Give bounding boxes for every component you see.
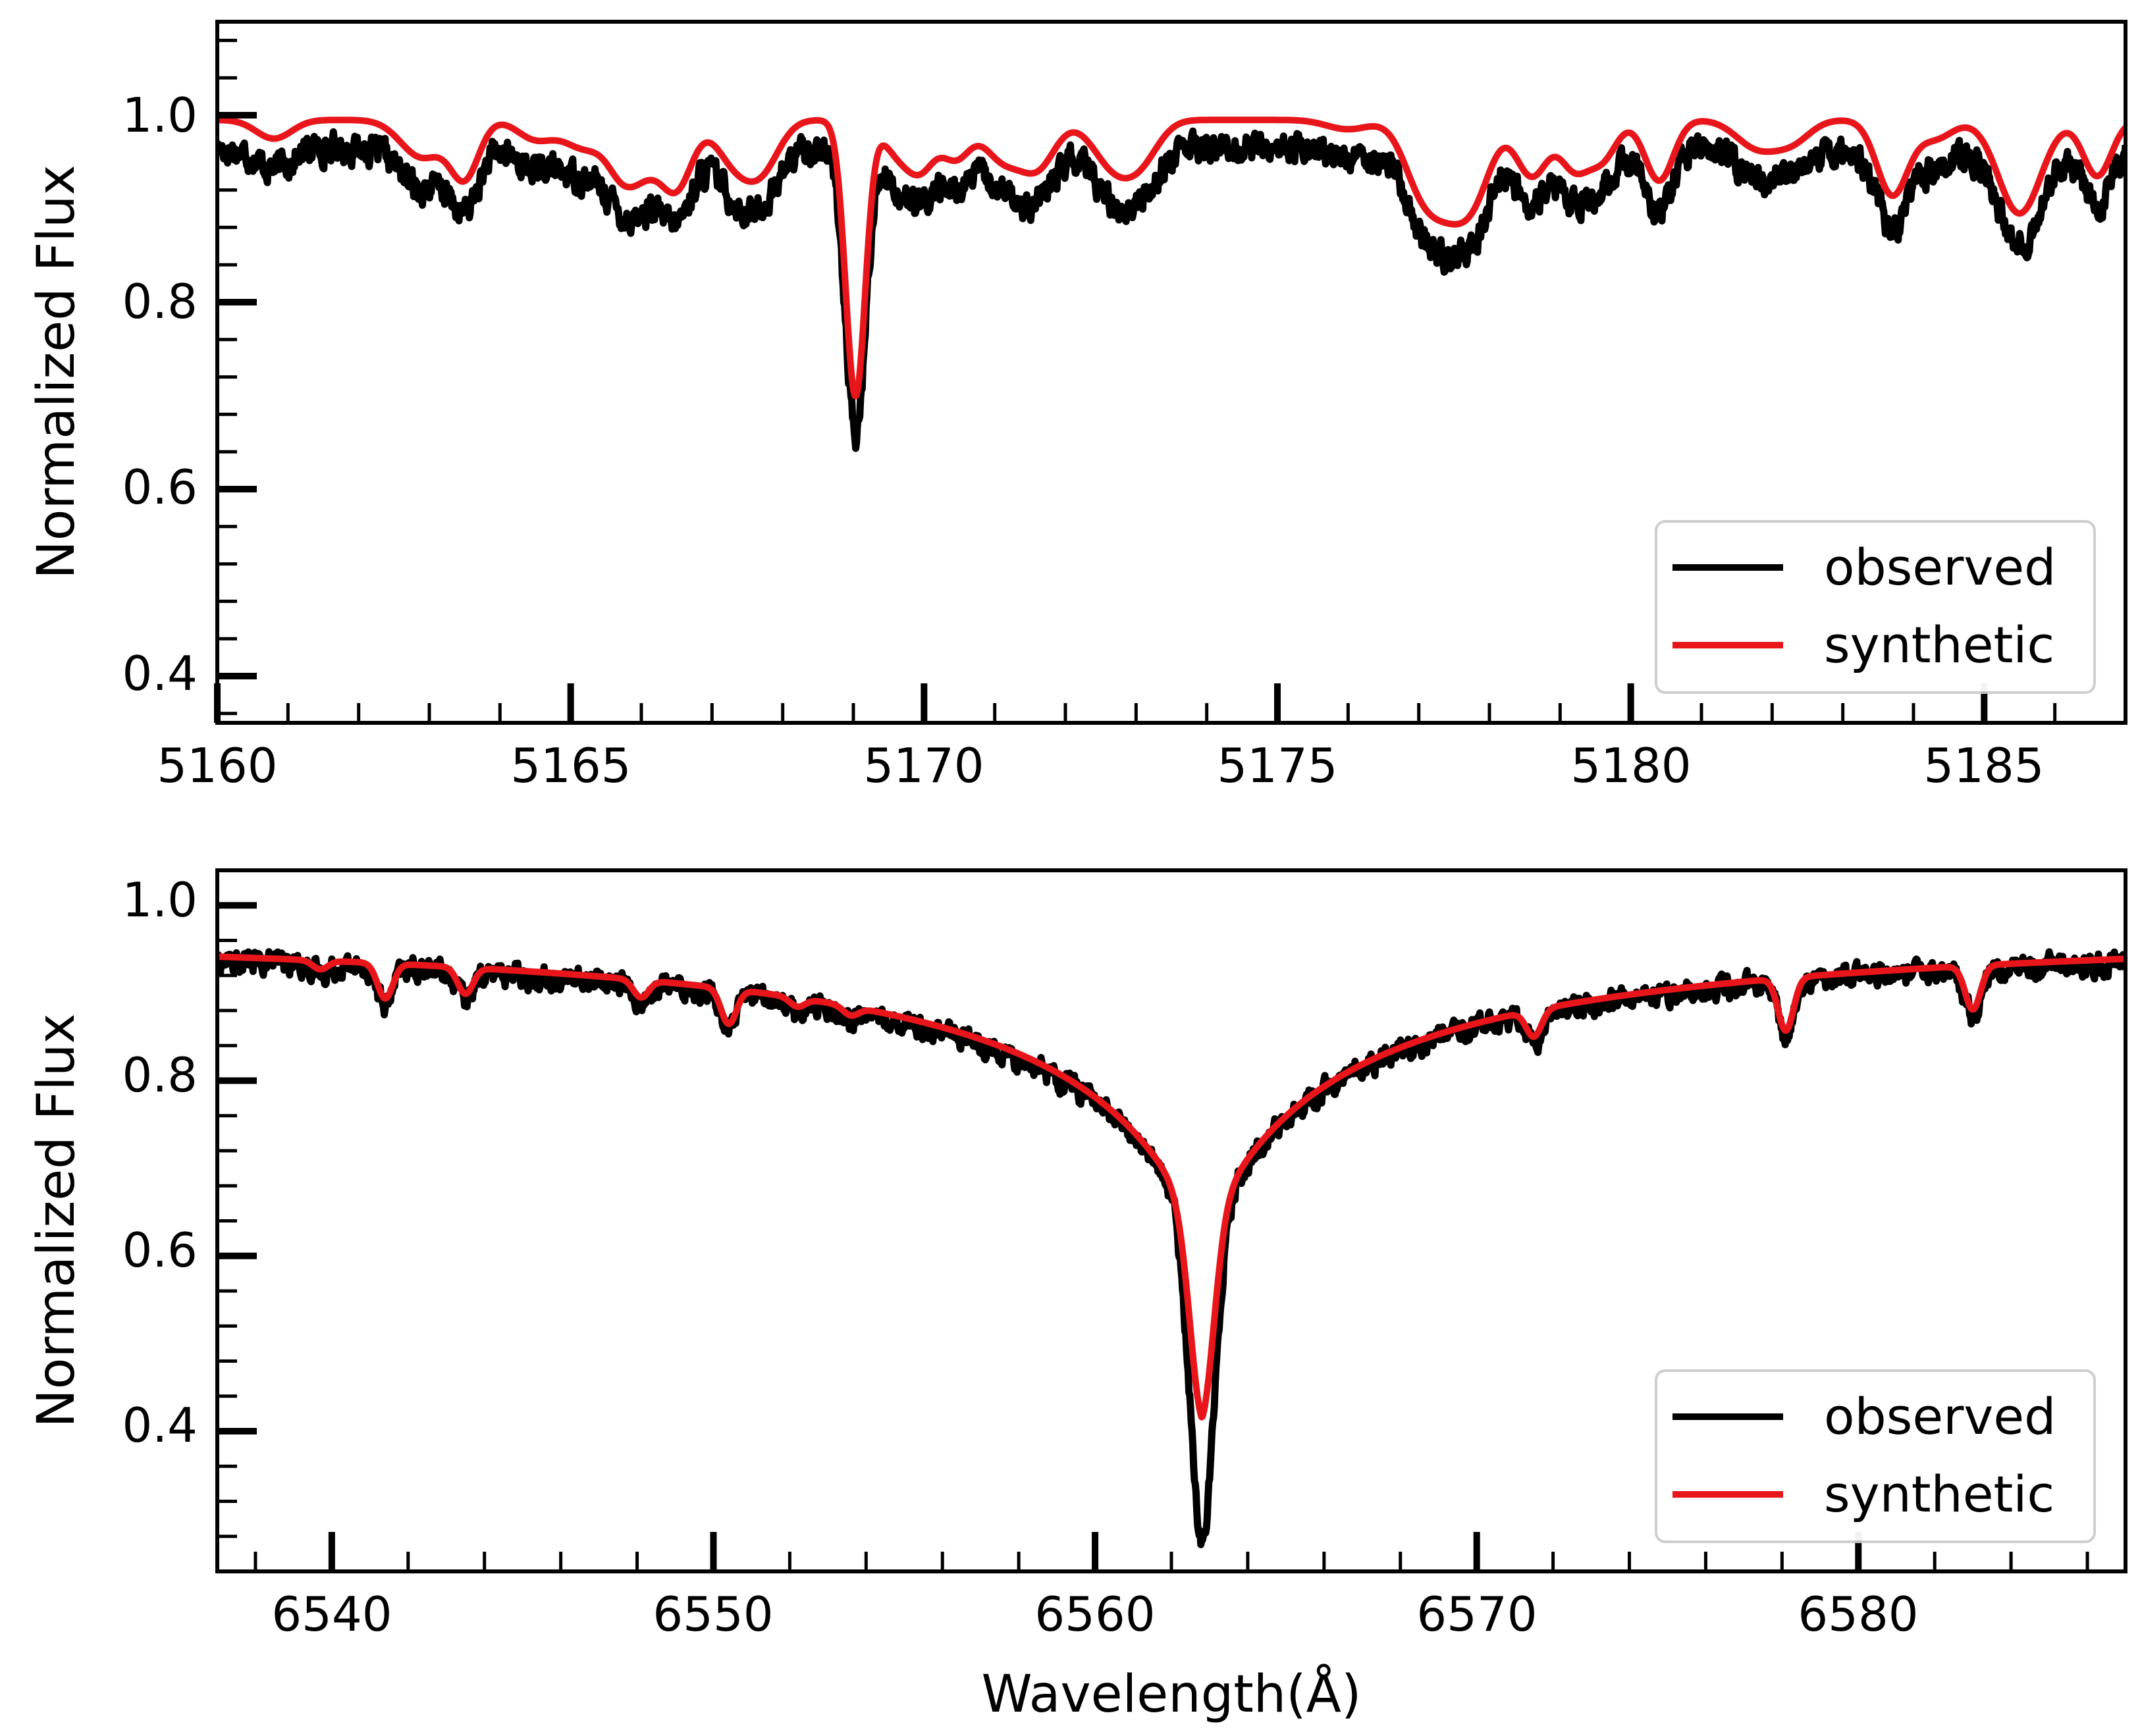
top-ylabel: Normalized Flux [27, 165, 86, 579]
bottom-xtick-label-6580: 6580 [1798, 1587, 1918, 1642]
bottom-xtick-label-6540: 6540 [271, 1587, 392, 1642]
bottom-xtick-label-6570: 6570 [1416, 1587, 1537, 1642]
bottom-xlabel: Wavelength(Å) [982, 1664, 1362, 1724]
top-ytick-label-1.0: 1.0 [122, 88, 198, 143]
top-ytick-label-0.8: 0.8 [122, 274, 198, 329]
top-synthetic-line [219, 117, 2124, 400]
top-tick-marks [214, 38, 2127, 723]
top-ytick-label-0.4: 0.4 [122, 646, 198, 701]
bottom-synthetic-line [219, 953, 2124, 1421]
top-xtick-label-5170: 5170 [863, 738, 984, 793]
bottom-panel: 0.4 0.6 0.8 1.0 6540 6550 6560 6570 6580… [27, 868, 2127, 1724]
bottom-ytick-label-1.0: 1.0 [122, 872, 198, 928]
bottom-ytick-label-0.4: 0.4 [122, 1398, 198, 1453]
top-observed-line [219, 127, 2124, 452]
bottom-xtick-label-6560: 6560 [1034, 1587, 1155, 1642]
top-legend: observed synthetic [1655, 520, 2096, 694]
top-xtick-label-5180: 5180 [1570, 738, 1691, 793]
top-panel: 0.4 0.6 0.8 1.0 5160 5165 5170 5175 5180… [27, 20, 2127, 793]
bottom-xtick-label-6550: 6550 [653, 1587, 773, 1642]
top-legend-synthetic-label: synthetic [1824, 616, 2054, 674]
bottom-legend-observed-label: observed [1824, 1387, 2056, 1446]
bottom-plot-area [219, 948, 2124, 1548]
top-xtick-label-5160: 5160 [157, 738, 277, 793]
top-xtick-label-5185: 5185 [1923, 738, 2044, 793]
bottom-legend: observed synthetic [1655, 1369, 2096, 1543]
top-xtick-label-5175: 5175 [1217, 738, 1337, 793]
top-xtick-label-5165: 5165 [510, 738, 631, 793]
top-ytick-label-0.6: 0.6 [122, 460, 198, 515]
bottom-ytick-label-0.8: 0.8 [122, 1047, 198, 1103]
top-legend-observed-label: observed [1824, 538, 2056, 596]
bottom-ytick-label-0.6: 0.6 [122, 1223, 198, 1278]
top-plot-area [219, 117, 2124, 452]
bottom-tick-marks [217, 902, 2089, 1573]
bottom-legend-synthetic-label: synthetic [1824, 1465, 2054, 1523]
bottom-ylabel: Normalized Flux [27, 1013, 86, 1427]
